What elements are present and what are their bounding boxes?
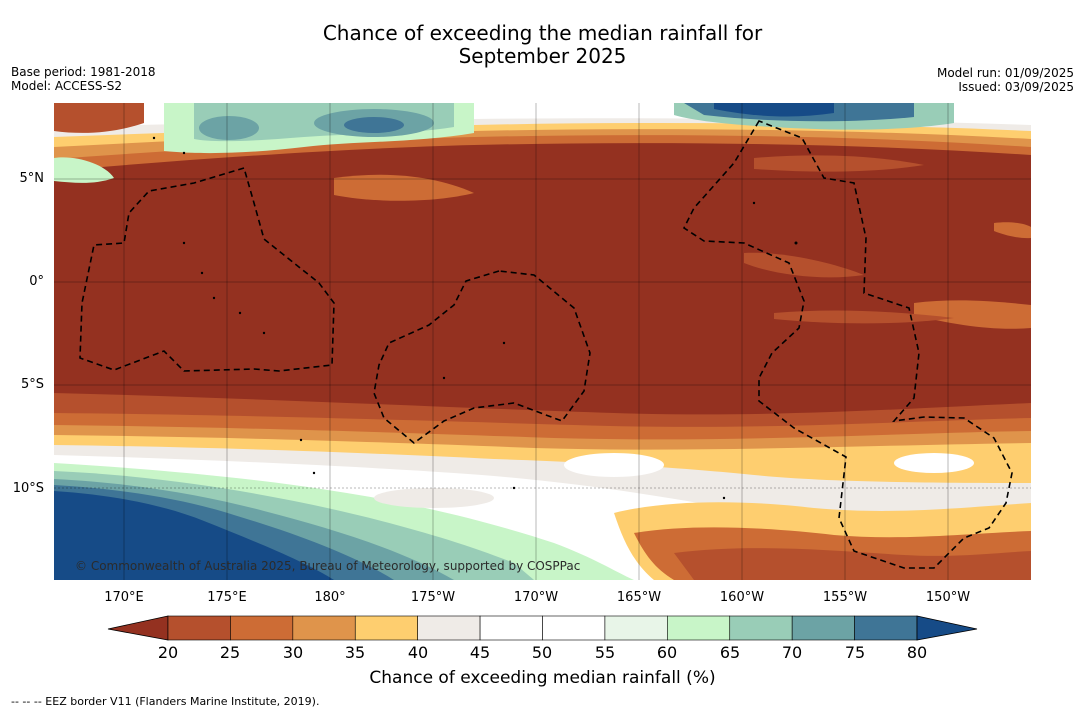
lon-label-170e: 170°E [104,590,144,605]
colorbar-label: Chance of exceeding median rainfall (%) [369,668,716,688]
cbar-tick: 30 [282,643,304,662]
cbar-segment [542,615,606,641]
cbar-arrow-high [916,615,978,641]
eez-borders [79,120,1013,569]
cbar-tick: 65 [719,643,741,662]
lat-label-5n: 5°N [19,171,45,186]
meta-left: Base period: 1981-2018 Model: ACCESS-S2 [11,65,156,93]
central-patches [744,222,1031,329]
cbar-tick: 40 [407,643,429,662]
cbar-segment [354,615,418,641]
cbar-segment [791,615,855,641]
cbar-segment [167,615,231,641]
model-name: Model: ACCESS-S2 [11,79,123,93]
lon-label-150w: 150°W [925,590,971,605]
rainfall-map [54,103,1031,580]
cbar-segment [729,615,793,641]
meta-right: Model run: 01/09/2025 Issued: 03/09/2025 [937,66,1074,94]
cbar-segment [417,615,481,641]
cbar-tick: 20 [157,643,179,662]
lon-label-175w: 175°W [410,590,456,605]
title-line-1: Chance of exceeding the median rainfall … [322,21,763,45]
map-title: Chance of exceeding the median rainfall … [0,22,1085,68]
south-band [54,393,1031,580]
base-period: Base period: 1981-2018 [11,65,156,79]
cbar-segment [604,615,668,641]
cbar-arrow-low [107,615,169,641]
graticule [54,103,1031,580]
lon-label-180: 180° [314,590,346,605]
cbar-segment [854,615,918,641]
cbar-tick: 60 [656,643,678,662]
map-svg [54,103,1031,580]
copyright-credit: © Commonwealth of Australia 2025, Bureau… [75,559,581,573]
lon-label-165w: 165°W [616,590,662,605]
north-band [54,103,1031,201]
cbar-segment [479,615,543,641]
eez-legend: -- -- -- EEZ border V11 (Flanders Marine… [11,695,320,708]
cbar-tick: 35 [344,643,366,662]
cbar-tick: 45 [469,643,491,662]
model-run: Model run: 01/09/2025 [936,66,1074,80]
lon-label-170w: 170°W [513,590,559,605]
title-line-2: September 2025 [458,44,627,68]
cbar-tick: 50 [531,643,553,662]
lon-label-175e: 175°E [207,590,247,605]
colorbar [107,615,978,641]
cbar-tick: 70 [781,643,803,662]
cbar-segment [667,615,731,641]
lon-label-155w: 155°W [822,590,868,605]
cbar-tick: 25 [219,643,241,662]
cbar-tick: 80 [906,643,928,662]
cbar-tick: 75 [844,643,866,662]
issued-date: Issued: 03/09/2025 [958,80,1074,94]
lat-label-5s: 5°S [20,377,44,392]
lon-label-160w: 160°W [719,590,765,605]
lat-label-0: 0° [29,274,44,289]
cbar-tick: 55 [594,643,616,662]
lat-label-10s: 10°S [12,481,44,496]
cbar-segment [292,615,356,641]
cbar-segment [230,615,294,641]
islands [152,136,798,500]
